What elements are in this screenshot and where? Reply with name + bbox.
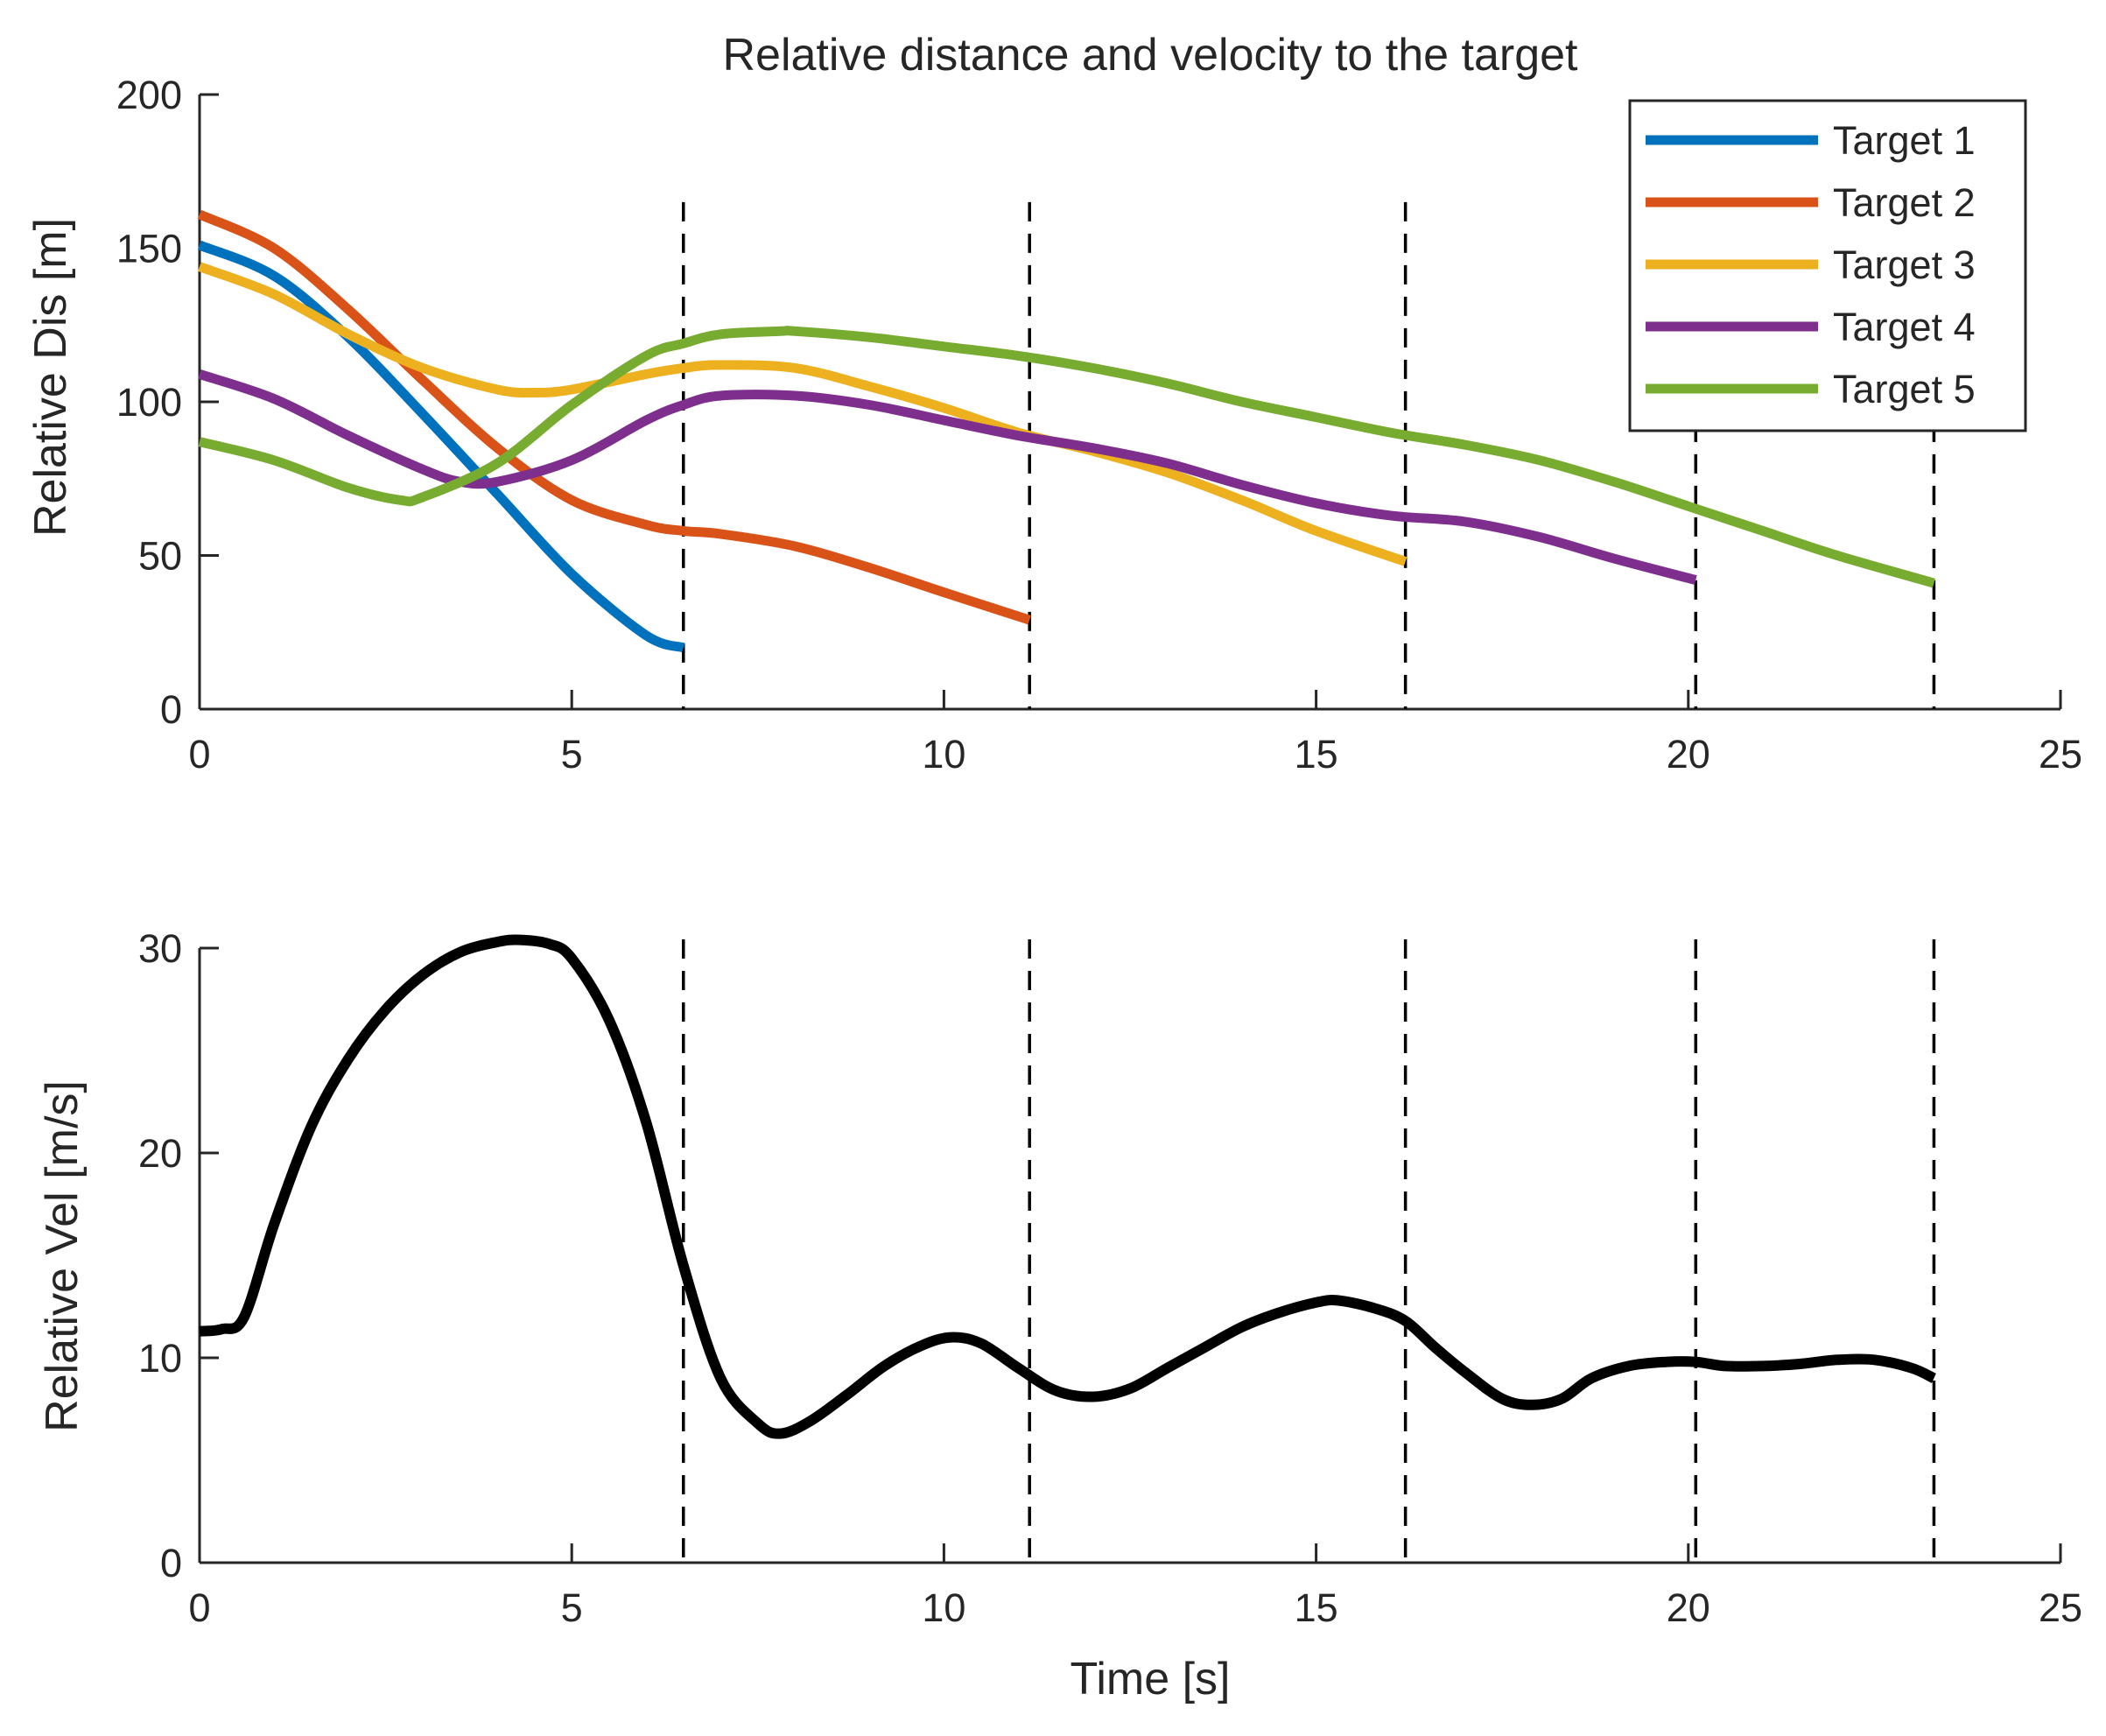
x-tick-label: 10	[922, 732, 965, 777]
legend-label: Target 3	[1833, 242, 1976, 287]
series-line-1	[199, 934, 1937, 1439]
y-tick-label: 50	[138, 534, 182, 579]
series-line-5	[198, 326, 1935, 588]
x-tick-label: 15	[1295, 732, 1338, 777]
y-tick-label: 10	[138, 1336, 182, 1381]
series-line-2	[197, 209, 1031, 625]
y-tick-label: 200	[116, 73, 182, 117]
legend: Target 1 Target 2 Target 3 Target 4 Target 5	[1628, 99, 2027, 432]
y-tick-label: 30	[138, 926, 182, 971]
y-tick-label: 0	[160, 687, 182, 732]
series-line-3	[198, 262, 1408, 566]
x-tick-label: 25	[2039, 1585, 2082, 1630]
series-line-1	[197, 240, 685, 653]
x-tick-label: 0	[188, 1585, 210, 1630]
y-tick-label: 20	[138, 1131, 182, 1176]
x-tick-label: 10	[922, 1585, 965, 1630]
x-tick-label: 15	[1295, 1585, 1338, 1630]
legend-label: Target 2	[1833, 180, 1976, 225]
y-axis-label-velocity: Relative Vel [m/s]	[37, 1080, 88, 1432]
y-tick-label: 0	[160, 1541, 182, 1585]
x-tick-label: 5	[561, 732, 583, 777]
velocity-subplot: Time [s] Relative Vel [m/s] 0 5 10 15 20 25 0 1…	[37, 926, 2082, 1704]
x-tick-label: 20	[1667, 732, 1710, 777]
series-line-4	[198, 369, 1697, 585]
x-tick-label: 20	[1667, 1585, 1710, 1630]
chart-title: Relative distance and velocity to the ta…	[722, 30, 1578, 81]
x-tick-label: 0	[188, 732, 210, 777]
y-tick-label: 100	[116, 380, 182, 425]
legend-label: Target 1	[1833, 118, 1976, 163]
x-tick-label: 5	[561, 1585, 583, 1630]
y-tick-label: 150	[116, 227, 182, 271]
distance-subplot: Relative distance and velocity to the ta…	[25, 30, 2082, 777]
legend-label: Target 5	[1833, 367, 1976, 411]
x-axis-label-time: Time [s]	[1071, 1654, 1231, 1704]
x-tick-label: 25	[2039, 732, 2082, 777]
y-axis-label-distance: Relative Dis [m]	[25, 218, 76, 537]
legend-label: Target 4	[1833, 305, 1976, 349]
